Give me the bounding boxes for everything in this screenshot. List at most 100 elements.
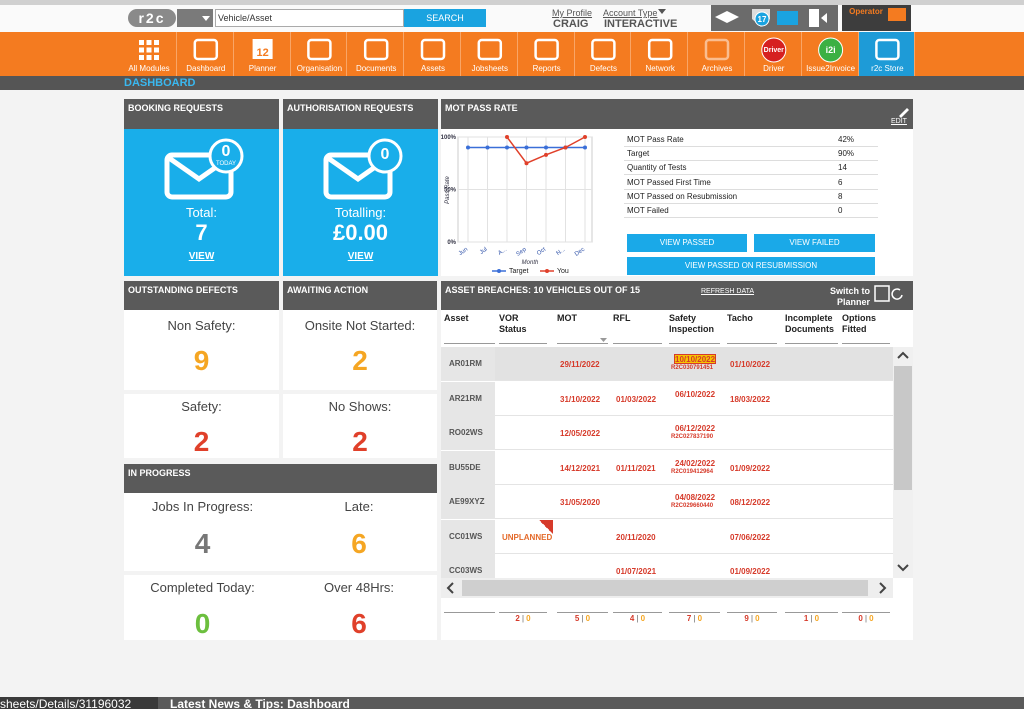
breach-row[interactable]: BU55DE 14/12/2021 01/11/2021 24/02/2022 R2C0… (441, 450, 893, 485)
column-header: Asset (444, 313, 469, 323)
breach-date: 01/07/2021 (616, 567, 657, 576)
total-other: 0 (585, 614, 591, 623)
mot-button[interactable]: VIEW PASSED (627, 234, 747, 252)
total-sep: | (810, 614, 813, 623)
v-thumb[interactable] (894, 366, 912, 490)
panel-header: OUTSTANDING DEFECTS (124, 281, 279, 310)
breach-row[interactable]: AR01RM 29/11/2022 10/10/2022 R2C030791451 01… (441, 347, 893, 381)
mot-value: 6 (838, 177, 843, 187)
panel-header: BOOKING REQUESTS (124, 99, 279, 129)
inspection-date: 10/10/2022 (674, 354, 716, 364)
stat-label: Jobs In Progress: (151, 499, 254, 514)
asset-id: CC03WS (449, 566, 483, 575)
stat-cell: Over 48Hrs: 6 (281, 575, 437, 640)
breach-date: 14/12/2021 (560, 463, 601, 473)
breach-row[interactable]: CC01WS UNPLANNED 20/11/2020 07/06/2022 (441, 519, 893, 554)
total-other: 0 (697, 614, 703, 623)
column-rule (669, 342, 720, 344)
panel-header: MOT PASS RATE (441, 99, 913, 129)
column-rule (557, 342, 608, 344)
mot-row (624, 133, 878, 147)
breach-row[interactable]: CC03WS 01/07/2021 01/09/2022 (441, 554, 893, 578)
nav-item[interactable]: Driver (746, 32, 802, 76)
column-header: Tacho (727, 313, 753, 323)
column-total: 9 | 0 (727, 614, 777, 625)
asset-id: AR01RM (449, 359, 482, 368)
view-link[interactable]: VIEW (188, 251, 215, 262)
stat-cell: Onsite Not Started: 2 (283, 310, 437, 390)
nav-label: Defects (589, 64, 617, 73)
panel-header: AUTHORISATION REQUESTS (283, 99, 438, 129)
nav-item[interactable]: All Modules (121, 32, 177, 76)
stat-label: Non Safety: (167, 318, 236, 333)
mot-button[interactable]: VIEW FAILED (754, 234, 875, 252)
nav-item[interactable]: Network (632, 32, 689, 76)
stat-value: 6 (351, 608, 367, 639)
total-rule (557, 611, 608, 613)
edit-link[interactable]: EDIT (891, 118, 907, 125)
breach-row[interactable]: RO02WS 12/05/2022 06/12/2022 R2C027837190 (441, 416, 893, 450)
stat-value: 2 (352, 426, 368, 457)
asset-id: BU55DE (449, 462, 481, 472)
nav-item[interactable]: Issue2Invoice (803, 32, 859, 76)
panel-title: OUTSTANDING DEFECTS (128, 285, 238, 295)
breadcrumb-bar (0, 76, 1024, 90)
nav-item[interactable]: Assets (405, 32, 461, 76)
total-count: 9 (744, 614, 749, 623)
news-ticker[interactable]: Latest News & Tips: Dashboard (170, 697, 350, 709)
search-input[interactable]: Vehicle/Asset (215, 9, 404, 27)
breach-row[interactable]: AE99XYZ 31/05/2020 04/08/2022 R2C029660440 0… (441, 485, 893, 519)
nav-item[interactable]: Reports (519, 32, 575, 76)
nav-item[interactable]: Archives (689, 32, 745, 76)
breach-date: 12/05/2022 (560, 429, 601, 438)
nav-item[interactable]: Planner (235, 32, 291, 76)
panel-title: MOT PASS RATE (445, 103, 518, 113)
nav-label: Issue2Invoice (806, 64, 856, 73)
inspection-ref: R2C029660440 (671, 503, 714, 509)
breach-date: 01/03/2022 (616, 394, 657, 404)
footer-bar (0, 697, 1024, 709)
breadcrumb: DASHBOARD (124, 77, 196, 89)
asset-id: RO02WS (449, 428, 483, 437)
nav-item[interactable]: Organisation (291, 32, 348, 76)
nav-item[interactable]: Defects (575, 32, 632, 76)
h-thumb[interactable] (462, 580, 868, 596)
nav-label: Dashboard (186, 64, 226, 73)
column-rule (499, 342, 547, 344)
mot-row (624, 204, 878, 218)
switch-planner[interactable]: Switch to Planner (830, 286, 870, 307)
nav-item[interactable]: Jobsheets (462, 32, 518, 76)
total-rule (613, 611, 662, 613)
breach-date: 01/09/2022 (730, 567, 771, 576)
total-label: Total: (185, 205, 218, 220)
total-rule (444, 611, 495, 613)
profile-link[interactable]: My Profile (552, 8, 593, 18)
asset-id: CC01WS (449, 531, 483, 541)
account-link[interactable]: Account Type (603, 8, 658, 18)
stat-value: 2 (193, 426, 210, 457)
nav-item[interactable]: Dashboard (178, 32, 234, 76)
mot-button[interactable]: VIEW PASSED ON RESUBMISSION (627, 257, 875, 275)
breach-date: 01/11/2021 (616, 463, 656, 473)
column-header: MOT (557, 313, 577, 323)
nav-item[interactable]: r2c Store (859, 32, 916, 76)
operator-label[interactable]: Operator (849, 7, 883, 16)
asset-cell (441, 519, 495, 554)
panel-body: Total: 7 VIEW (124, 129, 279, 276)
view-link[interactable]: VIEW (347, 251, 374, 262)
stat-value: 6 (351, 528, 367, 559)
inspection-date: 06/10/2022 (675, 389, 716, 399)
nav-label: Network (645, 64, 675, 73)
search-button[interactable]: SEARCH (404, 9, 486, 27)
mot-label: MOT Pass Rate (627, 135, 684, 144)
total-sep: | (521, 614, 525, 623)
inspection-ref: R2C019412964 (671, 468, 714, 475)
refresh-link[interactable]: REFRESH DATA (701, 288, 755, 295)
nav-item[interactable]: Documents (348, 32, 405, 76)
breach-row[interactable]: AR21RM 31/10/2022 01/03/2022 06/10/2022 18/0… (441, 381, 893, 416)
asset-type-select[interactable] (177, 9, 213, 27)
stat-cell: No Shows: 2 (283, 394, 437, 458)
panel-title: BOOKING REQUESTS (128, 103, 224, 113)
total-other: 0 (869, 614, 874, 623)
panel-title: AWAITING ACTION (287, 285, 369, 295)
